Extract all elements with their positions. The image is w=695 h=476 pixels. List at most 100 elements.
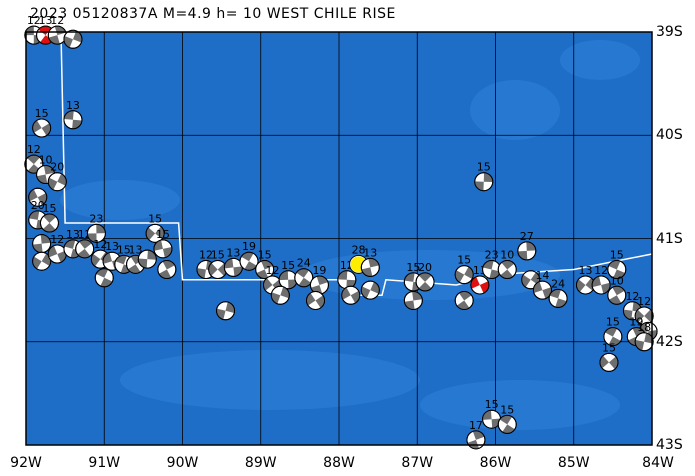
- focal-mechanism[interactable]: [360, 280, 380, 300]
- focal-mechanism[interactable]: [634, 332, 654, 352]
- focal-mechanism[interactable]: [306, 290, 326, 310]
- bathy-patch: [120, 350, 420, 410]
- focal-mechanism[interactable]: [63, 110, 83, 130]
- magnitude-label: 15: [500, 403, 514, 416]
- focal-mechanism[interactable]: [47, 25, 67, 45]
- focal-mechanism[interactable]: [607, 285, 627, 305]
- focal-mechanism[interactable]: [86, 223, 106, 243]
- focal-mechanism[interactable]: [294, 268, 314, 288]
- magnitude-label: 10: [610, 274, 624, 287]
- focal-mechanism[interactable]: [470, 275, 490, 295]
- focal-mechanism[interactable]: [454, 265, 474, 285]
- latitude-label: 40S: [656, 127, 683, 144]
- focal-mechanism[interactable]: [341, 285, 361, 305]
- magnitude-label: 12: [27, 143, 41, 156]
- longitude-label: 85W: [557, 455, 590, 471]
- magnitude-label: 12: [625, 290, 639, 303]
- focal-mechanism[interactable]: [39, 213, 59, 233]
- magnitude-label: 20: [418, 261, 432, 274]
- focal-mechanism[interactable]: [454, 290, 474, 310]
- focal-mechanism[interactable]: [75, 239, 95, 259]
- focal-mechanism[interactable]: [32, 118, 52, 138]
- latitude-label: 43S: [656, 437, 683, 453]
- focal-mechanism[interactable]: [208, 259, 228, 279]
- magnitude-label: 15: [148, 212, 162, 225]
- focal-mechanism[interactable]: [548, 288, 568, 308]
- focal-mechanism[interactable]: [137, 249, 157, 269]
- focal-mechanism[interactable]: [270, 285, 290, 305]
- focal-mechanism[interactable]: [239, 251, 259, 271]
- focal-mechanism[interactable]: [415, 272, 435, 292]
- focal-mechanism[interactable]: [466, 430, 486, 450]
- magnitude-label: 23: [89, 212, 103, 225]
- focal-mechanism[interactable]: [497, 414, 517, 434]
- magnitude-label: 15: [35, 107, 49, 120]
- magnitude-label: 15: [117, 243, 131, 256]
- focal-mechanism[interactable]: [47, 172, 67, 192]
- focal-mechanism[interactable]: [216, 301, 236, 321]
- bathy-patch: [420, 380, 620, 430]
- magnitude-label: 13: [578, 264, 592, 277]
- focal-mechanism[interactable]: [591, 275, 611, 295]
- focal-mechanism[interactable]: [607, 259, 627, 279]
- focal-mechanism[interactable]: [634, 306, 654, 326]
- longitude-label: 84W: [642, 455, 674, 471]
- latitude-label: 41S: [656, 230, 683, 247]
- focal-mechanism[interactable]: [63, 29, 83, 49]
- magnitude-label: 20: [50, 161, 64, 174]
- focal-mechanism[interactable]: [94, 268, 114, 288]
- magnitude-label: 15: [485, 398, 499, 411]
- magnitude-label: 15: [610, 248, 624, 261]
- magnitude-label: 10: [500, 248, 514, 261]
- magnitude-label: 19: [312, 264, 326, 277]
- magnitude-label: 23: [485, 248, 499, 261]
- focal-mechanism[interactable]: [532, 280, 552, 300]
- focal-mechanism[interactable]: [517, 241, 537, 261]
- magnitude-label: 15: [258, 248, 272, 261]
- magnitude-label: 15: [606, 316, 620, 329]
- magnitude-label: 13: [39, 14, 53, 27]
- bathy-patch: [560, 40, 640, 80]
- longitude-label: 90W: [166, 455, 199, 471]
- focal-mechanism[interactable]: [403, 290, 423, 310]
- focal-mechanism[interactable]: [360, 257, 380, 277]
- map-border: [25, 31, 653, 446]
- magnitude-label: 10: [39, 153, 53, 166]
- magnitude-label: 15: [42, 202, 56, 215]
- magnitude-label: 15: [406, 261, 420, 274]
- magnitude-label: 19: [629, 316, 643, 329]
- magnitude-label: 12: [594, 264, 608, 277]
- longitude-label: 88W: [323, 455, 355, 471]
- magnitude-label: 27: [520, 230, 534, 243]
- focal-mechanism[interactable]: [603, 327, 623, 347]
- magnitude-label: 24: [551, 277, 565, 290]
- magnitude-label: 15: [477, 161, 491, 174]
- bathy-patch: [470, 80, 560, 140]
- focal-mechanism[interactable]: [32, 234, 52, 254]
- magnitude-label: 15: [211, 248, 225, 261]
- focal-mechanism[interactable]: [482, 259, 502, 279]
- magnitude-label: 13: [105, 240, 119, 253]
- magnitude-label: 17: [469, 419, 483, 432]
- focal-mechanism[interactable]: [599, 352, 619, 372]
- longitude-label: 86W: [479, 455, 512, 471]
- magnitude-label: 13: [66, 99, 80, 112]
- magnitude-label: 12: [27, 14, 41, 27]
- magnitude-label: 15: [457, 254, 471, 267]
- focal-mechanism[interactable]: [337, 270, 357, 290]
- focal-mechanism[interactable]: [145, 223, 165, 243]
- map-title: 2023 05120837A M=4.9 h= 10 WEST CHILE RI…: [30, 6, 396, 22]
- magnitude-label: 12: [637, 295, 651, 308]
- focal-mechanism[interactable]: [474, 172, 494, 192]
- magnitude-label: 13: [363, 246, 377, 259]
- longitude-label: 91W: [88, 455, 121, 471]
- focal-mechanism[interactable]: [28, 187, 48, 207]
- focal-mechanism[interactable]: [255, 259, 275, 279]
- magnitude-label: 12: [50, 14, 64, 27]
- focal-mechanism[interactable]: [153, 239, 173, 259]
- focal-mechanism[interactable]: [497, 259, 517, 279]
- focal-mechanism[interactable]: [157, 259, 177, 279]
- magnitude-label: 20: [31, 199, 45, 212]
